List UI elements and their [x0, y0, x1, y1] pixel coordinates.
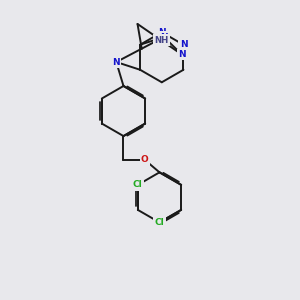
Text: Cl: Cl — [154, 218, 164, 227]
Text: N: N — [158, 28, 166, 37]
Text: O: O — [141, 155, 148, 164]
Text: N: N — [160, 32, 168, 41]
Text: Cl: Cl — [133, 180, 143, 189]
Text: N: N — [180, 40, 187, 49]
Text: N: N — [178, 50, 186, 59]
Text: N: N — [112, 58, 120, 67]
Text: NH: NH — [154, 36, 168, 45]
